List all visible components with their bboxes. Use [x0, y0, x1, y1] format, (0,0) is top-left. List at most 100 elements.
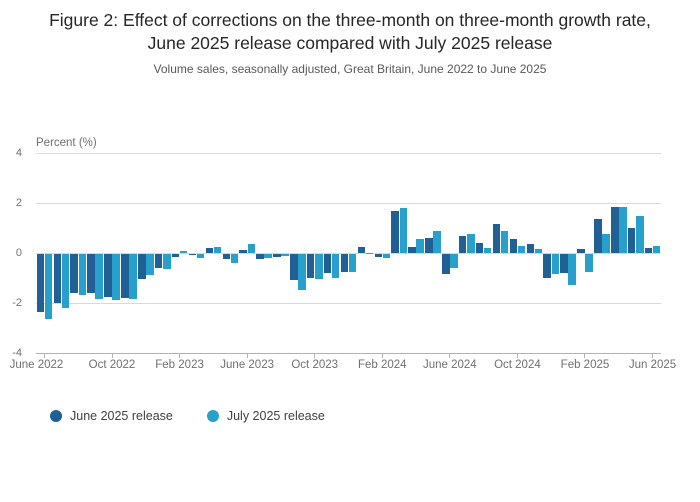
x-tick-label: Oct 2024	[494, 359, 541, 371]
bar	[239, 250, 247, 253]
x-tick	[314, 353, 316, 358]
bar	[391, 210, 399, 253]
bar	[543, 254, 551, 278]
bar	[222, 254, 230, 259]
bar	[517, 245, 526, 253]
bar	[205, 248, 214, 253]
bar	[129, 254, 137, 299]
x-tick	[652, 353, 654, 358]
bar	[594, 219, 602, 253]
bar	[627, 228, 636, 253]
bar	[264, 254, 272, 258]
y-tick-label: 0	[15, 247, 22, 259]
bar	[374, 254, 383, 257]
bar	[652, 245, 661, 253]
bar	[636, 215, 644, 253]
legend-dot-icon	[206, 410, 219, 422]
bar	[551, 254, 560, 274]
x-tick	[179, 353, 181, 358]
bar	[70, 254, 78, 293]
bar	[306, 254, 315, 278]
bar	[416, 239, 424, 253]
bar	[433, 230, 441, 253]
bar	[138, 254, 146, 279]
bar	[78, 254, 87, 296]
bar	[458, 235, 467, 253]
x-tick	[584, 353, 586, 358]
x-tick-label: Oct 2023	[291, 359, 339, 371]
x-tick-label: June 2022	[9, 359, 64, 371]
x-tick-label: June 2023	[220, 359, 274, 371]
x-tick	[43, 353, 45, 358]
x-tick	[449, 353, 451, 358]
grid-line	[36, 253, 661, 254]
x-tick	[516, 353, 518, 358]
bar	[500, 230, 509, 253]
bar	[256, 254, 264, 259]
bar	[331, 254, 340, 278]
grid-line	[36, 203, 661, 204]
bar	[585, 254, 593, 272]
bar	[534, 249, 543, 253]
bar	[450, 254, 458, 268]
x-tick	[246, 353, 248, 358]
bar	[526, 244, 535, 253]
x-tick-label: Feb 2024	[357, 359, 407, 371]
legend-item: July 2025 release	[206, 409, 325, 423]
bar	[619, 206, 627, 253]
bar	[281, 254, 289, 256]
bar	[509, 239, 518, 253]
bar	[365, 252, 374, 253]
bar	[112, 254, 120, 301]
bar	[475, 243, 484, 253]
x-tick	[381, 353, 383, 358]
bar	[425, 238, 433, 253]
legend-dot-icon	[50, 410, 62, 422]
y-tick-label: -2	[12, 297, 22, 309]
bar	[348, 254, 357, 272]
bar	[196, 254, 205, 258]
grid-line	[36, 353, 661, 354]
bar	[611, 206, 619, 253]
bar	[602, 234, 610, 253]
bar	[644, 248, 653, 253]
bar	[61, 254, 70, 308]
bar	[442, 254, 450, 274]
bar	[467, 234, 475, 253]
bar	[399, 208, 408, 253]
bar	[290, 254, 298, 281]
figure-title: Figure 2: Effect of corrections on the t…	[49, 10, 651, 53]
y-tick-label: -4	[12, 347, 22, 359]
bar	[568, 254, 576, 286]
x-tick-label: June 2024	[422, 359, 477, 371]
legend-item: June 2025 release	[50, 409, 173, 423]
figure-subtitle: Volume sales, seasonally adjusted, Great…	[153, 61, 547, 76]
x-tick-label: Jun 2025	[628, 359, 677, 371]
legend: June 2025 release July 2025 release	[50, 409, 325, 423]
y-tick-label: 4	[15, 147, 22, 159]
bar	[87, 254, 95, 293]
bar	[382, 254, 391, 259]
bar	[53, 254, 62, 303]
bar	[298, 254, 306, 291]
legend-label: July 2025 release	[226, 409, 325, 423]
y-axis-unit-label: Percent (%)	[36, 137, 97, 149]
bar	[323, 254, 332, 273]
bar	[492, 224, 501, 253]
bar	[483, 248, 492, 253]
bar	[357, 246, 366, 253]
x-tick-label: Feb 2023	[155, 359, 204, 371]
grid-line	[36, 153, 661, 154]
bar	[95, 254, 103, 299]
bar	[44, 254, 53, 319]
bar	[36, 254, 45, 312]
bar	[247, 244, 255, 253]
bar	[179, 250, 188, 253]
bar	[273, 254, 281, 257]
x-tick-label: Oct 2022	[88, 359, 136, 371]
bar	[315, 254, 323, 279]
x-tick-label: Feb 2025	[560, 359, 610, 371]
bar	[560, 254, 568, 273]
bar	[577, 249, 585, 253]
